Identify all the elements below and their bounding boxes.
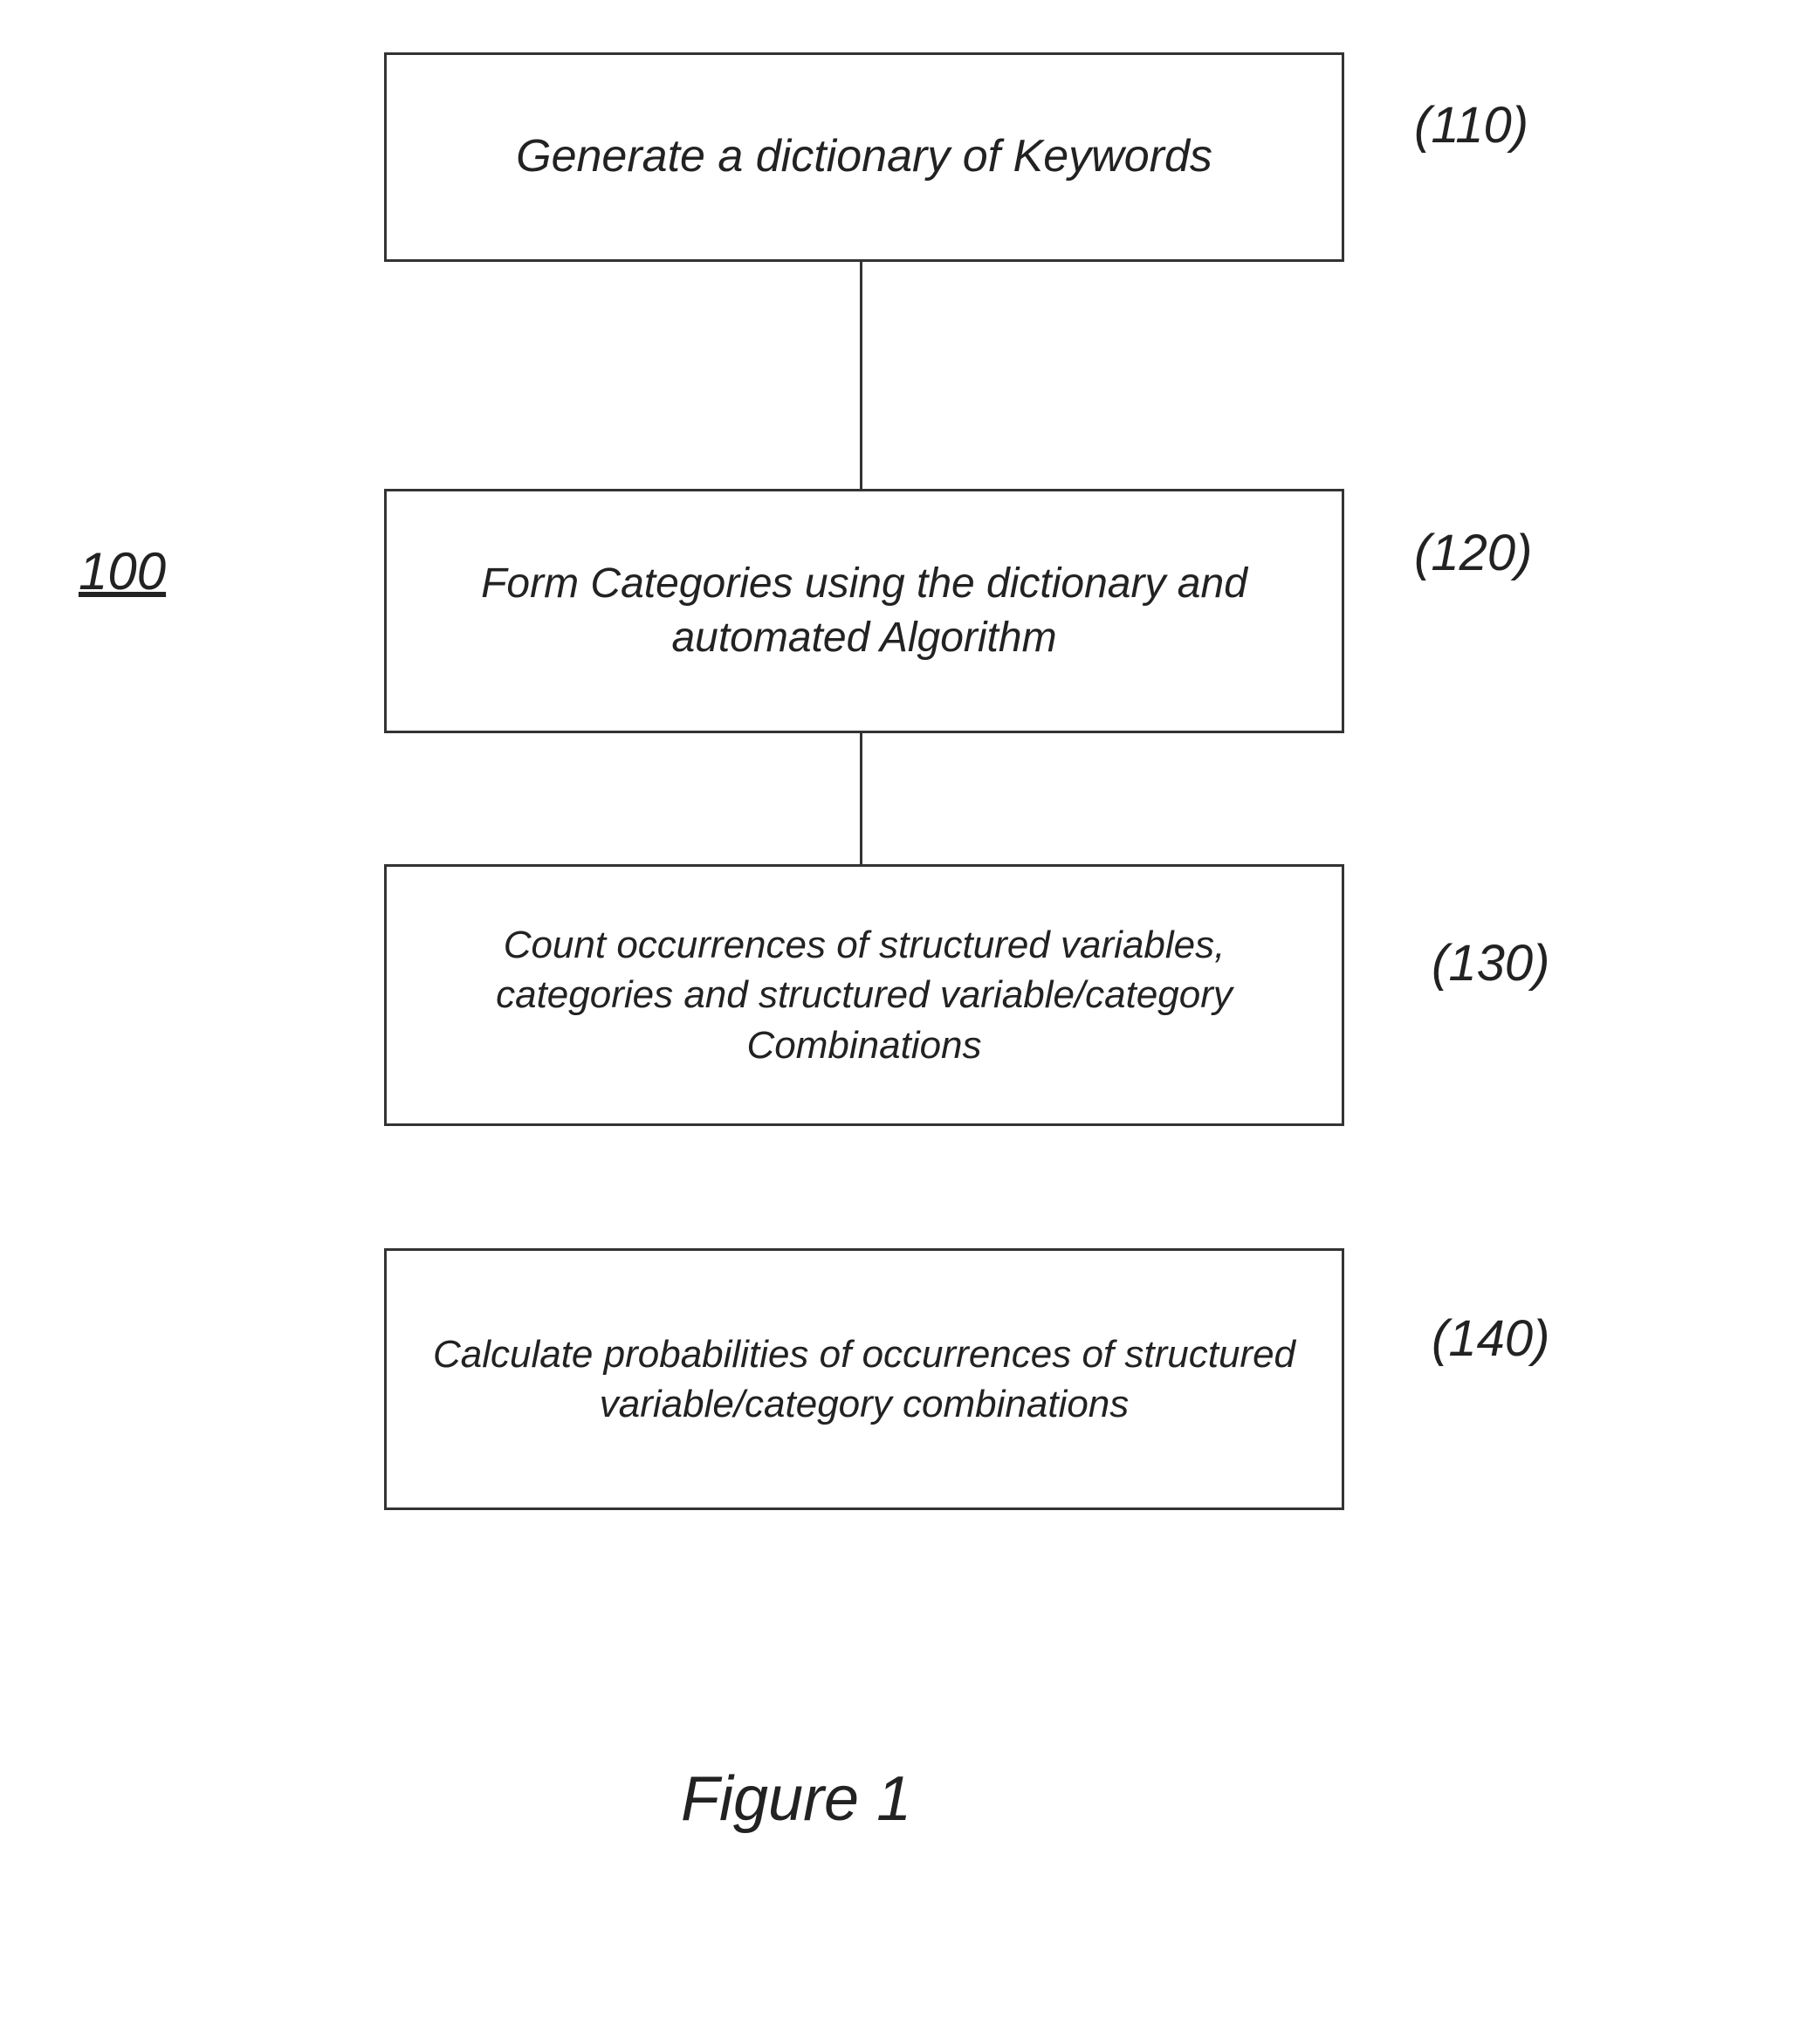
figure-title-text: Figure 1 xyxy=(681,1764,911,1834)
figure-title: Figure 1 xyxy=(681,1763,911,1835)
flow-step-110-text: Generate a dictionary of Keywords xyxy=(516,127,1212,187)
ref-130-text: (130) xyxy=(1432,935,1549,992)
flow-step-140-text: Calculate probabilities of occurrences o… xyxy=(413,1329,1315,1429)
connector-110-120 xyxy=(860,262,862,489)
figure-ref-text: 100 xyxy=(79,542,166,601)
ref-120-text: (120) xyxy=(1414,525,1532,581)
ref-110-text: (110) xyxy=(1414,97,1528,154)
flow-step-130-ref: (130) xyxy=(1432,934,1549,992)
flow-step-140: Calculate probabilities of occurrences o… xyxy=(384,1248,1344,1510)
flow-step-110-ref: (110) xyxy=(1414,96,1528,155)
flowchart-figure: 100 Generate a dictionary of Keywords (1… xyxy=(0,0,1820,2026)
flow-step-120-ref: (120) xyxy=(1414,524,1532,582)
figure-reference-number: 100 xyxy=(79,541,166,601)
flow-step-130: Count occurrences of structured variable… xyxy=(384,864,1344,1126)
flow-step-120-text: Form Categories using the dictionary and… xyxy=(413,557,1315,666)
flow-step-110: Generate a dictionary of Keywords xyxy=(384,52,1344,262)
ref-140-text: (140) xyxy=(1432,1310,1549,1367)
flow-step-130-text: Count occurrences of structured variable… xyxy=(413,920,1315,1070)
flow-step-120: Form Categories using the dictionary and… xyxy=(384,489,1344,733)
connector-120-130 xyxy=(860,733,862,864)
flow-step-140-ref: (140) xyxy=(1432,1309,1549,1368)
